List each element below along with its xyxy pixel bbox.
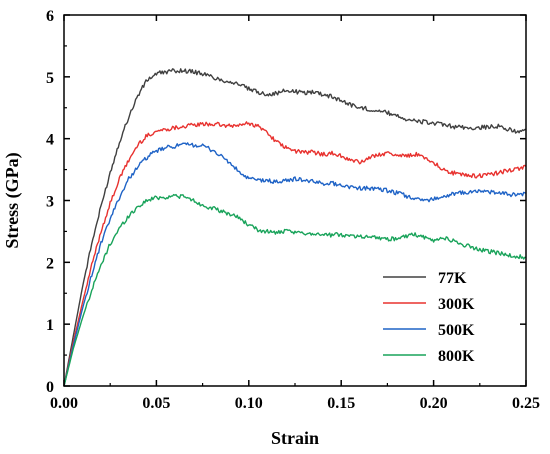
series-line-800k xyxy=(63,193,527,387)
y-tick-label: 0 xyxy=(46,379,54,396)
x-tick-label: 0.25 xyxy=(512,395,540,412)
y-tick-label: 5 xyxy=(46,70,54,87)
legend-label: 77K xyxy=(438,270,467,287)
x-tick-label: 0.20 xyxy=(420,395,448,412)
legend-label: 500K xyxy=(438,322,475,339)
x-tick-label: 0.15 xyxy=(327,395,355,412)
legend-label: 800K xyxy=(438,348,475,365)
series-line-300k xyxy=(63,121,527,387)
y-axis-title: Stress (GPa) xyxy=(2,152,23,248)
y-tick-label: 2 xyxy=(46,255,54,272)
y-tick-label: 6 xyxy=(46,8,54,25)
y-tick-label: 3 xyxy=(46,194,54,211)
series-layer xyxy=(63,68,527,387)
y-tick-label: 4 xyxy=(46,132,54,149)
legend-label: 300K xyxy=(438,296,475,313)
x-tick-label: 0.05 xyxy=(142,395,170,412)
legend: 77K 300K 500K 800K xyxy=(383,270,475,365)
series-line-77k xyxy=(63,68,527,387)
x-tick-label: 0.00 xyxy=(50,395,78,412)
y-tick-label: 1 xyxy=(46,317,54,334)
axes-layer: 0.00 0.05 0.10 0.15 0.20 0.25 0 1 2 3 4 5 6 xyxy=(46,8,540,412)
x-tick-label: 0.10 xyxy=(235,395,263,412)
series-line-500k xyxy=(63,142,527,387)
x-axis-title: Strain xyxy=(271,428,319,448)
